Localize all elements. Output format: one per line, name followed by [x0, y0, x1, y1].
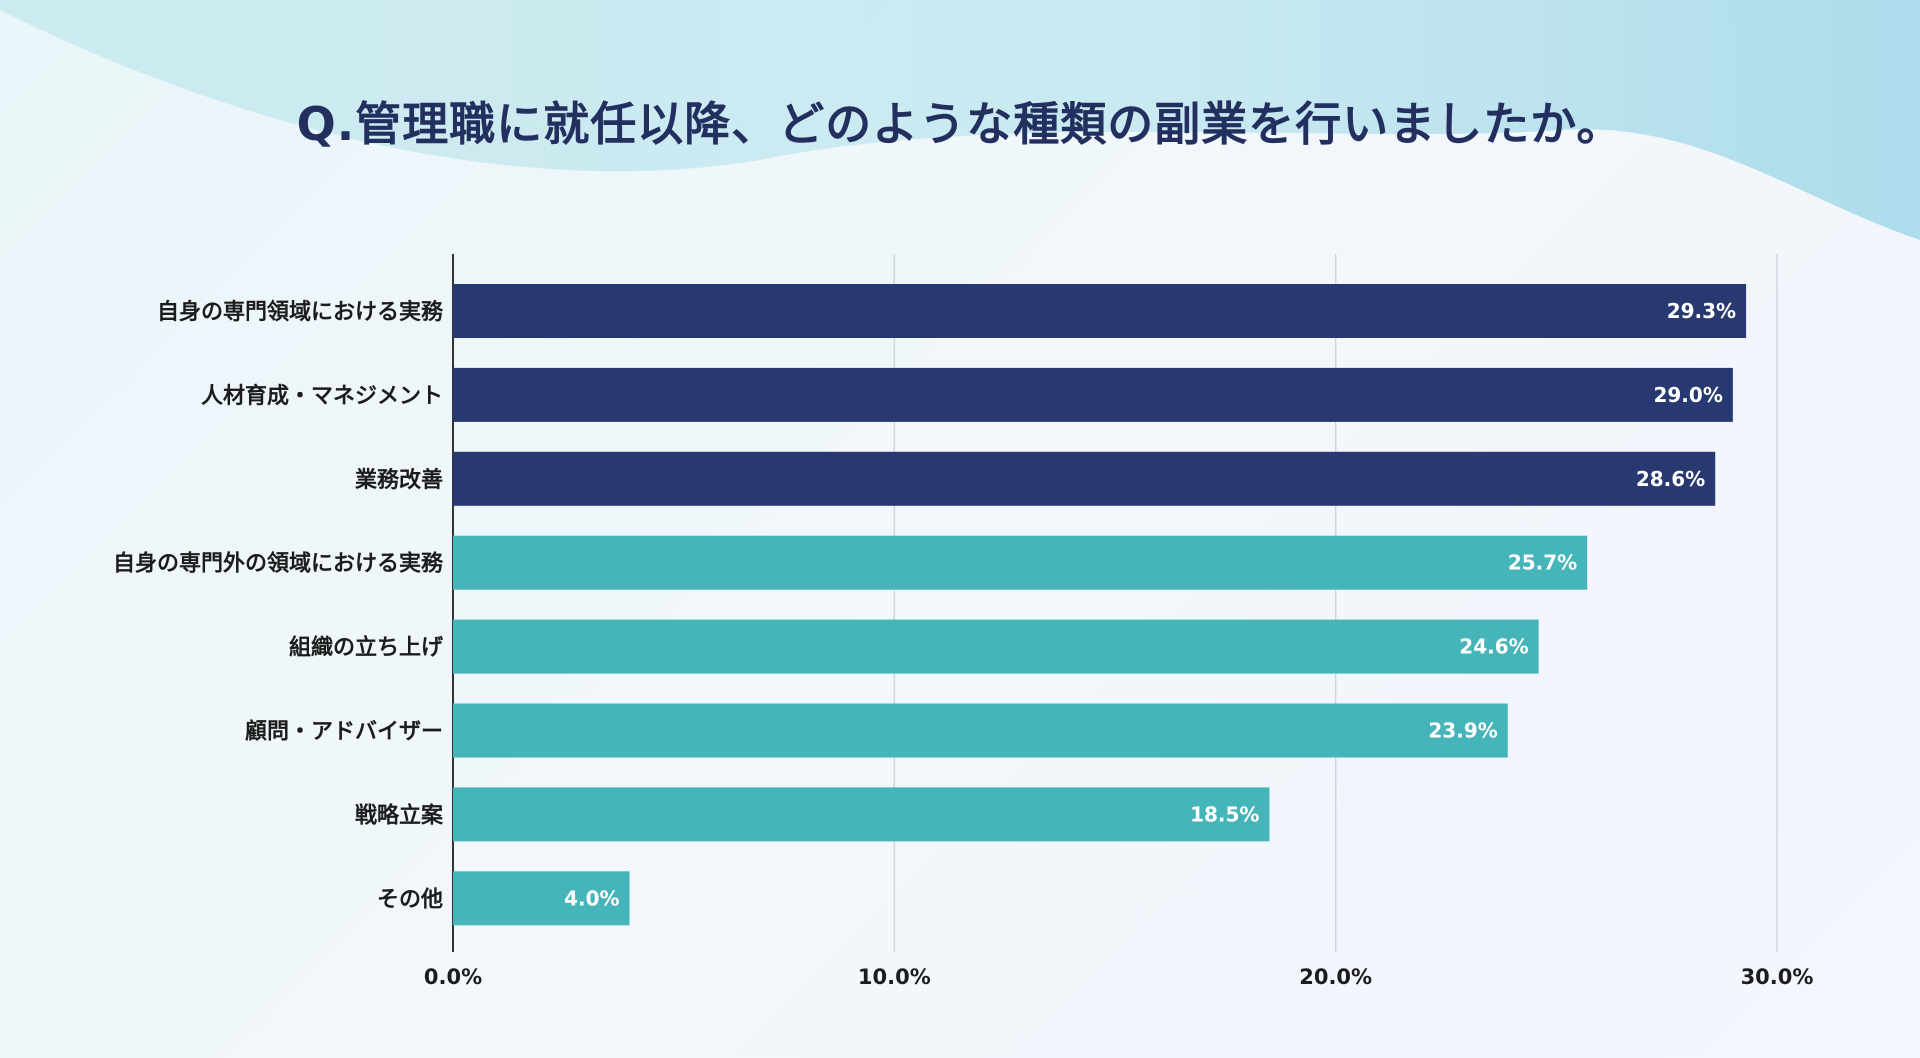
bar [453, 451, 1716, 506]
category-label: 戦略立案 [355, 802, 444, 828]
x-tick-label: 0.0% [424, 965, 482, 989]
category-label: 自身の専門領域における実務 [157, 299, 444, 325]
x-tick-label: 10.0% [858, 965, 931, 989]
bar-value-label: 23.9% [1428, 719, 1497, 743]
bar-value-label: 28.6% [1636, 467, 1705, 491]
bar [453, 535, 1588, 590]
category-label: 業務改善 [355, 467, 443, 493]
bar-value-label: 25.7% [1508, 551, 1577, 575]
bar [453, 703, 1508, 758]
labels-layer: 29.3% 自身の専門領域における実務 29.0% 人材育成・マネジメント 28.6% 業… [113, 299, 1736, 912]
x-tick-label: 30.0% [1741, 965, 1814, 989]
bar [453, 871, 630, 926]
bar-value-label: 29.0% [1653, 383, 1722, 407]
grid-layer [452, 254, 1778, 952]
page-title: Q.管理職に就任以降、どのような種類の副業を行いましたか。 [296, 97, 1624, 151]
category-label: 顧問・アドバイザー [245, 719, 443, 745]
bar-value-label: 18.5% [1190, 802, 1259, 826]
bar-value-label: 4.0% [564, 886, 619, 910]
category-label: 組織の立ち上げ [289, 635, 444, 661]
x-tick-label: 20.0% [1299, 965, 1372, 989]
ticks-layer: 0.0% 10.0% 20.0% 30.0% [424, 965, 1814, 989]
category-label: 人材育成・マネジメント [201, 383, 443, 409]
bar-value-label: 29.3% [1667, 299, 1736, 323]
bar-value-label: 24.6% [1459, 635, 1528, 659]
bars-layer [453, 284, 1747, 926]
bar [453, 619, 1539, 674]
bar [453, 787, 1270, 842]
category-label: 自身の専門外の領域における実務 [113, 551, 444, 577]
bar [453, 367, 1733, 422]
bar [453, 284, 1747, 338]
category-label: その他 [377, 887, 443, 912]
